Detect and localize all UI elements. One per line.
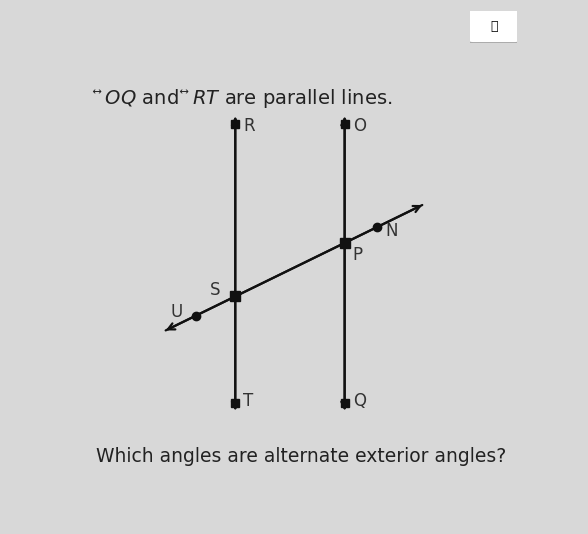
Text: Q: Q <box>353 392 366 410</box>
Text: 🔓: 🔓 <box>490 20 497 33</box>
Text: N: N <box>385 222 397 240</box>
Text: S: S <box>211 281 220 299</box>
Text: U: U <box>171 303 183 321</box>
Text: $\overleftrightarrow{OQ}$ and $\overleftrightarrow{RT}$ are parallel lines.: $\overleftrightarrow{OQ}$ and $\overleft… <box>92 87 392 109</box>
Text: O: O <box>353 117 366 135</box>
Text: Which angles are alternate exterior angles?: Which angles are alternate exterior angl… <box>96 447 506 466</box>
FancyBboxPatch shape <box>468 9 520 43</box>
Text: P: P <box>353 246 363 264</box>
Text: T: T <box>243 392 254 410</box>
Text: R: R <box>243 117 255 135</box>
